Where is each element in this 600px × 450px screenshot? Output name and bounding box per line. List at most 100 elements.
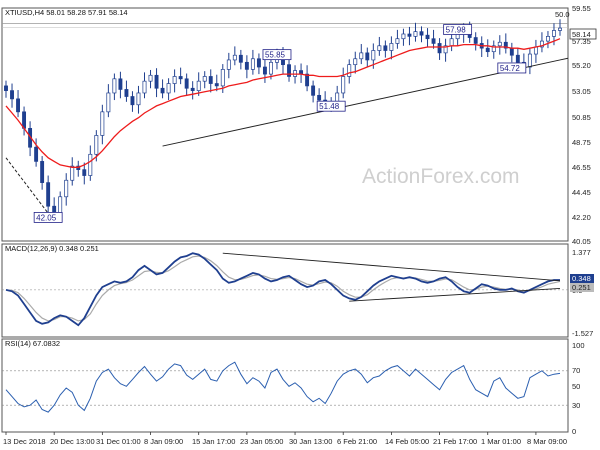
price-ytick-57.35: 57.35 bbox=[572, 37, 591, 46]
price-candle-body bbox=[509, 47, 514, 56]
price-candle-body bbox=[238, 54, 243, 63]
macd-main-tag bbox=[570, 274, 594, 283]
price-candle-body bbox=[178, 76, 183, 80]
macd-pane-frame bbox=[1, 243, 569, 338]
price-candle-body bbox=[353, 58, 358, 66]
price-annotation-box bbox=[316, 100, 346, 112]
price-annotation-label: 42.05 bbox=[36, 213, 57, 222]
price-candle-body bbox=[287, 64, 291, 77]
macd-main-line bbox=[5, 252, 560, 327]
price-ytick-53.05: 53.05 bbox=[572, 87, 591, 96]
price-candle-body bbox=[552, 30, 556, 37]
price-candle-body bbox=[533, 46, 538, 55]
current-price-tag bbox=[569, 28, 597, 40]
current-price-label: 58.14 bbox=[572, 30, 591, 39]
price-candle-body bbox=[196, 80, 201, 91]
price-candle-body bbox=[100, 111, 105, 136]
price-candle-body bbox=[208, 76, 213, 84]
price-candle-body bbox=[70, 165, 75, 181]
price-annotation-label: 55.85 bbox=[265, 51, 286, 60]
price-candle-body bbox=[124, 89, 129, 97]
price-annotation-box bbox=[443, 24, 473, 35]
macd-main-value: 0.348 bbox=[572, 274, 591, 283]
macd-trendline-lower bbox=[349, 288, 561, 302]
rsi-ytick-0: 0 bbox=[572, 427, 576, 436]
rsi-line bbox=[5, 361, 561, 413]
moving-average-line bbox=[5, 38, 561, 168]
price-candle-body bbox=[214, 83, 219, 87]
price-candle-body bbox=[359, 52, 364, 60]
price-candle-body bbox=[419, 31, 424, 36]
price-candle-body bbox=[497, 41, 502, 47]
price-candle-body bbox=[220, 69, 225, 87]
price-candle-body bbox=[154, 74, 159, 89]
price-candle-body bbox=[449, 38, 454, 47]
price-candle-body bbox=[311, 85, 316, 96]
price-candle-body bbox=[347, 64, 352, 77]
rsi-header: RSI(14) 67.0832 bbox=[5, 339, 60, 348]
price-candle-body bbox=[190, 87, 195, 91]
price-ytick-59.55: 59.55 bbox=[572, 4, 591, 13]
price-candle-body bbox=[232, 54, 237, 61]
price-candle-body bbox=[46, 182, 51, 207]
price-candle-body bbox=[425, 34, 430, 40]
price-candle-body bbox=[148, 74, 153, 82]
price-trendline-old-decline bbox=[5, 157, 49, 214]
macd-header: MACD(12,26,9) 0.348 0.251 bbox=[5, 244, 99, 253]
xtick-label: 21 Feb 17:00 bbox=[433, 437, 477, 446]
price-pane-frame bbox=[1, 7, 569, 242]
price-header: XTIUSD,H4 58.01 58.28 57.91 58.14 bbox=[5, 8, 128, 17]
price-candle-body bbox=[341, 76, 346, 94]
watermark: ActionForex.com bbox=[362, 165, 520, 188]
price-candle-body bbox=[10, 90, 14, 100]
price-candle-body bbox=[413, 31, 418, 37]
price-candle-body bbox=[371, 50, 376, 61]
rsi-pane-frame bbox=[1, 338, 569, 433]
xtick-label: 31 Dec 01:00 bbox=[96, 437, 141, 446]
price-trendline-support bbox=[162, 59, 561, 147]
xtick-label: 23 Jan 05:00 bbox=[240, 437, 283, 446]
xtick-label: 13 Dec 2018 bbox=[3, 437, 46, 446]
price-candle-body bbox=[305, 73, 310, 87]
price-candle-body bbox=[202, 76, 207, 82]
price-annotation-box bbox=[262, 49, 292, 61]
macd-signal-value: 0.251 bbox=[572, 283, 591, 292]
price-candle-body bbox=[437, 43, 442, 54]
price-candle-body bbox=[383, 45, 388, 51]
macd-ytick-1.377: 1.377 bbox=[572, 248, 591, 257]
price-annotation-box bbox=[33, 212, 63, 223]
price-candle-body bbox=[365, 52, 370, 61]
price-candle-body bbox=[40, 161, 45, 183]
rsi-ytick-30: 30 bbox=[572, 401, 580, 410]
macd-signal-tag bbox=[570, 283, 594, 292]
price-candle-body bbox=[546, 36, 550, 42]
xtick-label: 14 Feb 05:00 bbox=[385, 437, 429, 446]
price-ytick-46.55: 46.55 bbox=[572, 163, 591, 172]
xtick-label: 1 Mar 01:00 bbox=[481, 437, 521, 446]
price-candle-body bbox=[558, 27, 562, 31]
rsi-ytick-70: 70 bbox=[572, 366, 580, 375]
price-candle-body bbox=[395, 38, 400, 44]
price-candle-body bbox=[515, 54, 520, 63]
macd-ytick--1.527: -1.527 bbox=[572, 329, 593, 338]
price-candle-body bbox=[539, 40, 544, 48]
price-candle-body bbox=[4, 85, 8, 91]
price-candle-body bbox=[443, 45, 448, 54]
xtick-label: 8 Mar 09:00 bbox=[527, 437, 567, 446]
price-candle-body bbox=[172, 76, 177, 84]
price-candle-body bbox=[184, 78, 189, 89]
xtick-label: 6 Feb 21:00 bbox=[337, 437, 377, 446]
xtick-label: 8 Jan 09:00 bbox=[144, 437, 183, 446]
macd-trendline-upper bbox=[222, 252, 561, 282]
price-candle-body bbox=[94, 135, 99, 155]
price-ytick-44.45: 44.45 bbox=[572, 188, 591, 197]
price-candle-body bbox=[142, 80, 147, 94]
price-ytick-40.05: 40.05 bbox=[572, 237, 591, 246]
price-candle-body bbox=[58, 196, 63, 214]
price-candle-body bbox=[112, 78, 117, 94]
price-candle-body bbox=[256, 58, 261, 68]
price-candle-body bbox=[389, 43, 394, 51]
price-candle-body bbox=[250, 58, 255, 70]
